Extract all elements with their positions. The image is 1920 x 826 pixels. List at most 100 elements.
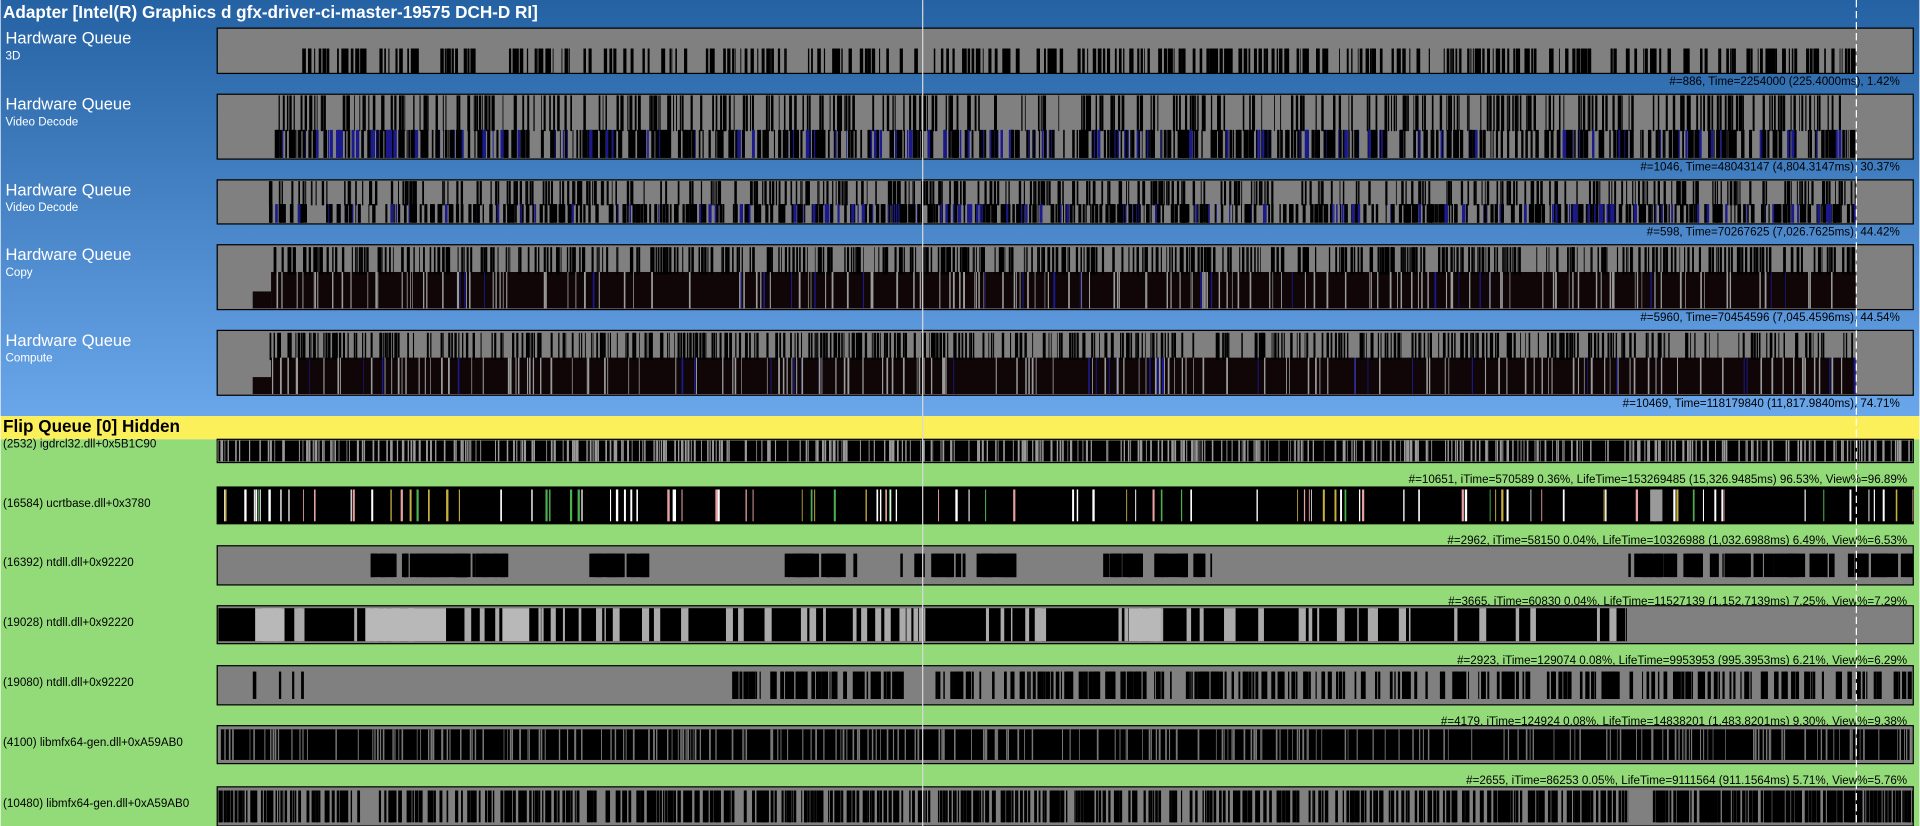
activity-bar [572,440,574,462]
activity-bar [938,181,940,206]
activity-bar [1577,129,1580,158]
activity-bar [426,129,429,158]
activity-bar [1150,204,1152,223]
activity-bar [482,357,484,395]
activity-bar [1536,181,1539,206]
activity-bar [779,129,782,158]
activity-bar [1663,247,1666,275]
activity-bar [866,181,868,206]
activity-bar [568,48,570,74]
activity-bar [1042,181,1046,206]
activity-bar [1318,204,1323,223]
activity-bar [1163,181,1165,206]
activity-bar [674,489,677,522]
activity-bar [831,440,833,462]
activity-bar [741,129,745,158]
activity-bar [1369,48,1372,74]
activity-bar [314,95,316,132]
activity-bar [744,440,746,462]
activity-bar [1276,48,1279,74]
activity-bar [769,181,772,206]
activity-bar [1458,271,1460,309]
activity-bar [632,332,635,361]
activity-bar [1557,440,1559,462]
activity-bar [1719,48,1722,74]
activity-bar [1799,181,1801,206]
activity-bar [1829,247,1831,275]
activity-bar [1173,129,1175,158]
activity-bar [864,332,868,361]
activity-bar [1154,357,1157,395]
activity-bar [1603,489,1605,522]
activity-bar [806,95,809,132]
activity-bar [1529,95,1532,132]
activity-bar [1092,48,1095,74]
activity-bar [406,271,408,309]
activity-bar [762,181,764,206]
activity-bar [1558,48,1560,74]
activity-bar [910,247,912,275]
activity-bar [626,332,629,361]
activity-bar [1025,357,1027,395]
activity-bar [681,95,684,132]
activity-bar [674,440,676,462]
activity-bar [1223,95,1226,132]
activity-bar [596,332,598,361]
activity-bar [554,204,558,223]
activity-bar [492,247,495,275]
activity-bar [413,440,415,462]
activity-bar [765,181,767,206]
activity-bar [1805,332,1807,361]
activity-bar [745,440,747,462]
activity-bar [733,95,735,132]
activity-bar [1399,129,1404,158]
activity-bar [971,129,974,158]
activity-bar [1809,48,1813,74]
activity-bar [629,204,632,223]
activity-bar [314,247,315,275]
activity-bar [404,95,406,132]
activity-bar [609,48,613,74]
activity-bar [567,181,570,206]
activity-bar [1182,440,1184,462]
activity-bar [495,608,500,642]
activity-bar [1572,204,1575,223]
activity-bar [943,357,945,395]
activity-bar [1473,181,1476,206]
activity-bar [1359,48,1362,74]
activity-bar [252,291,272,309]
activity-bar [1296,48,1300,74]
activity-bar [431,204,435,223]
activity-bar [1487,48,1490,74]
activity-bar [1371,247,1374,275]
activity-bar [1137,181,1139,206]
activity-bar [699,204,702,223]
activity-bar [734,357,737,395]
activity-bar [891,357,894,395]
activity-bar [1772,129,1777,158]
activity-bar [1534,95,1536,132]
activity-bar [889,440,891,462]
activity-bar [1483,204,1487,223]
activity-bar [892,181,895,206]
activity-bar [1726,271,1729,309]
activity-bar [483,247,486,275]
activity-bar [236,440,237,462]
activity-bar [1757,48,1759,74]
activity-bar [883,247,885,275]
activity-bar [1238,440,1240,462]
activity-bar [887,181,890,206]
activity-bar [1496,440,1499,462]
activity-bar [631,181,634,206]
activity-bar [872,332,874,361]
activity-bar [458,332,460,361]
activity-bar [227,440,229,462]
activity-bar [1555,271,1557,309]
queue-engine: Video Decode [6,201,79,214]
activity-bar [519,48,524,74]
activity-bar [844,204,847,223]
activity-bar [551,129,555,158]
activity-bar [368,95,370,132]
activity-bar [508,48,512,74]
activity-bar [721,247,723,275]
